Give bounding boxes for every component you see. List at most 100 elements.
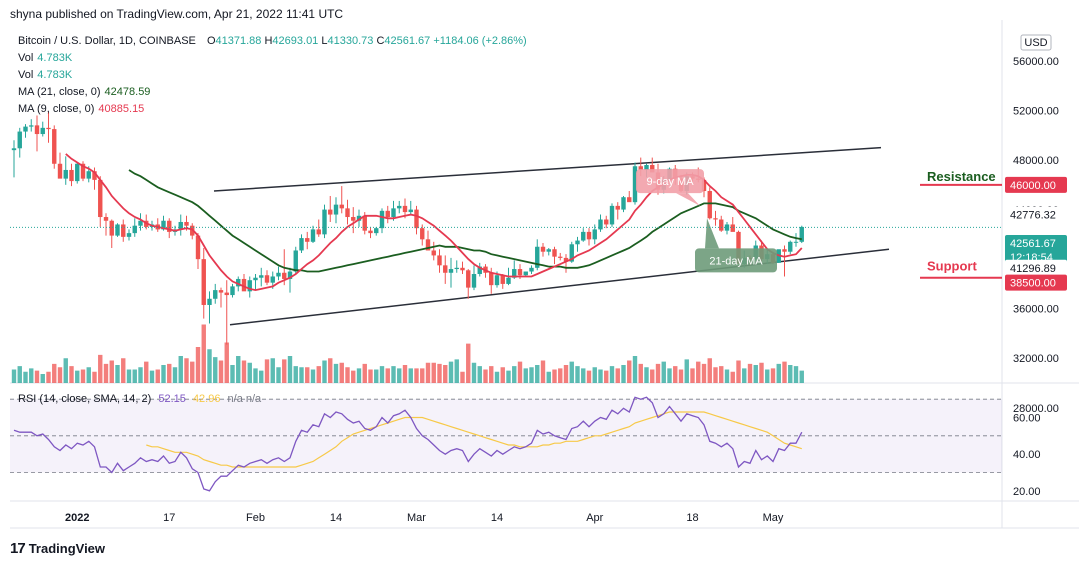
candle-body: [345, 208, 350, 218]
candle-body: [29, 125, 34, 127]
resistance-price-tag-label: 46000.00: [1010, 180, 1056, 192]
volume-bar: [397, 368, 402, 383]
candle-body: [552, 249, 557, 257]
volume-bar: [178, 356, 183, 383]
volume-bar: [34, 370, 40, 383]
candle-body: [178, 221, 183, 230]
volume-bar: [477, 366, 482, 383]
candle-body: [604, 219, 609, 225]
currency-badge-box: [1020, 34, 1052, 51]
tradingview-logo[interactable]: 17 TradingView: [10, 540, 105, 557]
volume-bar: [224, 342, 229, 383]
volume-legend-2[interactable]: Vol 4.783K: [18, 69, 72, 81]
volume-bar: [144, 361, 149, 383]
volume-bar: [696, 361, 701, 383]
rsi-tick-label: 60.00: [1013, 413, 1041, 425]
volume-bar: [11, 369, 17, 383]
candle-body: [259, 275, 264, 278]
candle-body: [736, 231, 741, 265]
support-price-tag: 38500.00: [1005, 274, 1067, 291]
time-tick-label: 17: [163, 512, 175, 524]
candle-body: [293, 250, 298, 272]
volume-bar: [558, 368, 563, 383]
candle-body: [517, 269, 523, 276]
volume-bar: [230, 365, 235, 383]
volume-bar: [644, 367, 649, 383]
volume-bar: [443, 365, 448, 383]
ma9-legend[interactable]: MA (9, close, 0) 40885.15: [18, 103, 144, 115]
volume-legend-1[interactable]: Vol 4.783K: [18, 52, 72, 64]
volume-bar: [103, 363, 109, 383]
candle-body: [586, 231, 592, 240]
volume-bar: [747, 363, 753, 383]
candle-body: [650, 165, 655, 173]
volume-bar: [201, 324, 206, 383]
candle-body: [638, 166, 643, 170]
high-label: H: [264, 35, 273, 47]
candle-body: [535, 246, 540, 268]
candle-body: [299, 238, 304, 251]
candle-body: [707, 191, 712, 219]
price-tick-label: 52000.00: [1013, 106, 1059, 118]
candle-body: [11, 148, 17, 151]
volume-bar: [621, 365, 626, 383]
volume-bar: [98, 354, 103, 383]
volume-bar: [241, 360, 247, 383]
volume-bar: [638, 363, 643, 383]
time-tick-label: 2022: [65, 512, 89, 524]
volume-bar: [736, 360, 741, 383]
candle-body: [609, 205, 615, 225]
candle-body: [264, 275, 270, 283]
time-tick-label: 18: [686, 512, 698, 524]
support-price-tag-label: 38500.00: [1010, 278, 1056, 290]
candle-body: [270, 276, 275, 283]
candle-body: [402, 205, 408, 213]
candle-body: [575, 240, 580, 245]
volume-bar: [776, 363, 781, 383]
candle-body: [512, 269, 517, 278]
volume-bar: [604, 370, 609, 383]
ma21-legend[interactable]: MA (21, close, 0) 42478.59: [18, 86, 150, 98]
volume-bar: [322, 360, 327, 383]
candle-body: [621, 197, 626, 210]
candle-body: [425, 239, 431, 251]
candle-body: [431, 250, 436, 256]
time-tick-label: 14: [330, 512, 342, 524]
candle-body: [92, 171, 97, 180]
candle-body: [408, 209, 413, 213]
volume-bar: [707, 358, 712, 383]
ma9-price-tag: 41296.89: [1005, 259, 1067, 276]
candle-body: [713, 218, 718, 220]
volume-bar: [632, 356, 638, 383]
volume-bar: [552, 369, 557, 383]
candle-body: [115, 224, 120, 236]
volume-bar: [351, 370, 356, 383]
volume-bar: [161, 365, 166, 383]
price-tick-label: 48000.00: [1013, 155, 1059, 167]
volume-bar: [759, 362, 764, 383]
volume-bar: [17, 366, 22, 383]
candle-body: [138, 220, 143, 226]
ma9-callout-pointer: [676, 193, 700, 206]
ma21-value: 42478.59: [104, 86, 151, 98]
candle-body: [282, 272, 287, 279]
volume-bar: [253, 368, 258, 383]
symbol-title: Bitcoin / U.S. Dollar, 1D, COINBASE: [18, 35, 196, 47]
ma9-label: MA (9, close, 0): [18, 103, 95, 115]
volume-bar: [92, 371, 97, 383]
open-label: O: [206, 35, 216, 47]
volume-bar: [667, 368, 672, 383]
volume-bar: [293, 366, 298, 383]
volume-bar: [339, 362, 344, 383]
candle-body: [40, 127, 45, 135]
volume-bar: [276, 367, 281, 383]
volume-bar: [287, 356, 293, 383]
volume-bar: [132, 369, 137, 383]
rsi-legend[interactable]: RSI (14, close, SMA, 14, 2) 52.15 42.96 …: [18, 393, 261, 405]
price-channel: [213, 146, 1002, 326]
ohlc-legend[interactable]: Bitcoin / U.S. Dollar, 1D, COINBASE O413…: [18, 35, 527, 47]
time-tick-label: 14: [491, 512, 503, 524]
volume-bar: [328, 358, 333, 383]
candle-body: [167, 220, 172, 232]
